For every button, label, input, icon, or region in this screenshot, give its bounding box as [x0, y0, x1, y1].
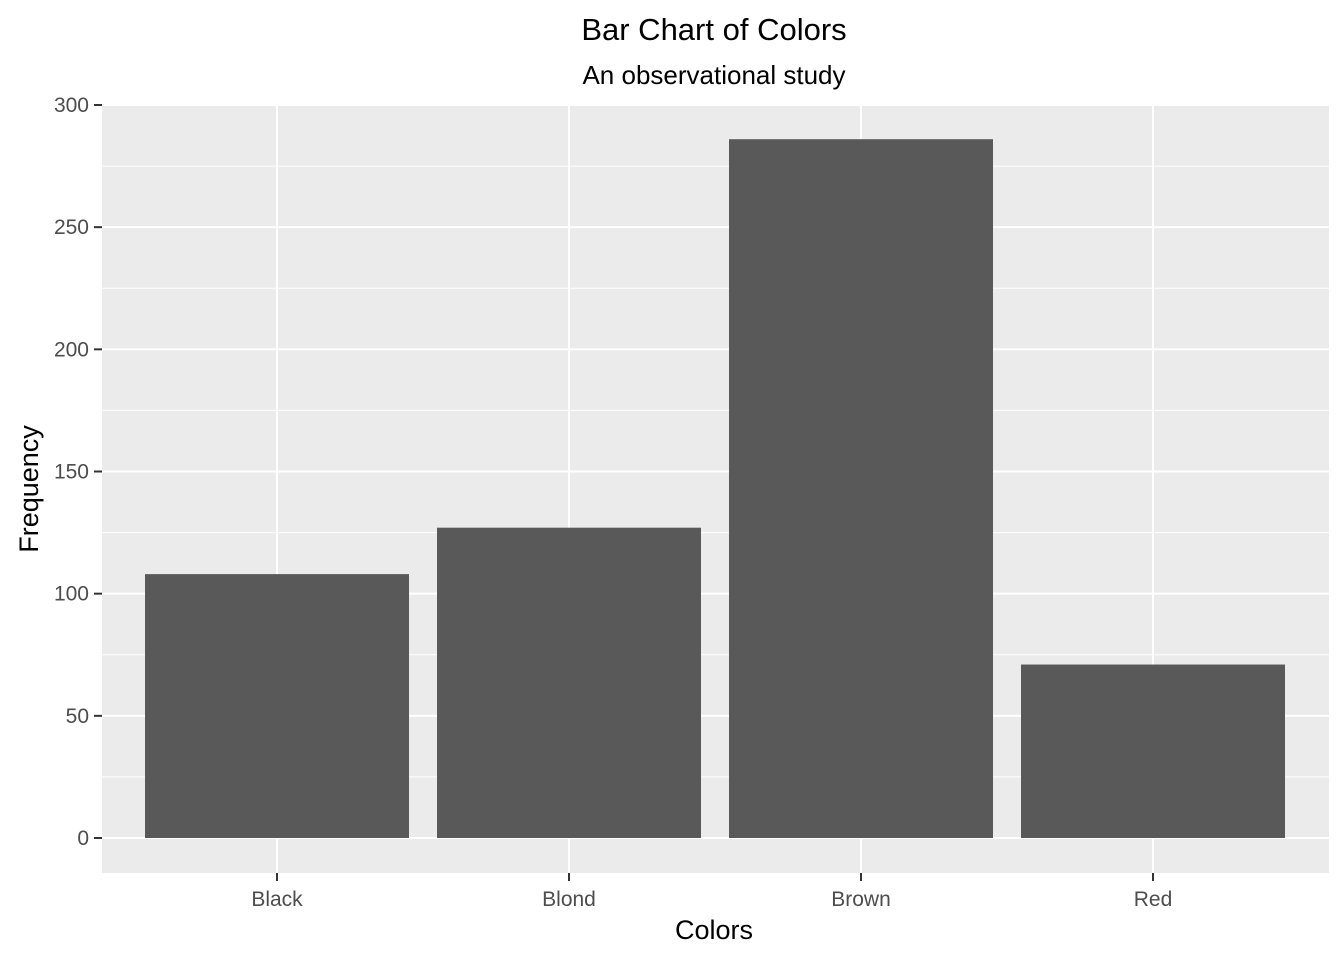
bar-blond [437, 527, 701, 838]
y-tick-label: 200 [54, 338, 89, 361]
bar-red [1021, 664, 1285, 838]
x-tick-label: Black [251, 888, 303, 911]
x-axis: Black Blond Brown Red [251, 873, 1172, 911]
chart-subtitle: An observational study [582, 60, 845, 90]
y-tick-label: 150 [54, 461, 89, 484]
y-tick-label: 300 [54, 94, 89, 117]
y-axis: 0 50 100 150 200 250 300 [54, 94, 102, 850]
y-tick-label: 250 [54, 216, 89, 239]
y-tick-label: 0 [77, 827, 89, 850]
bar-black [145, 574, 409, 838]
x-tick-label: Blond [542, 888, 596, 911]
bar-series [145, 139, 1285, 838]
bar-brown [729, 139, 993, 838]
chart-title: Bar Chart of Colors [581, 12, 846, 47]
y-tick-label: 50 [66, 705, 89, 728]
x-tick-label: Red [1134, 888, 1173, 911]
y-axis-title: Frequency [14, 425, 44, 553]
y-tick-label: 100 [54, 583, 89, 606]
x-tick-label: Brown [831, 888, 891, 911]
x-axis-title: Colors [675, 915, 753, 945]
